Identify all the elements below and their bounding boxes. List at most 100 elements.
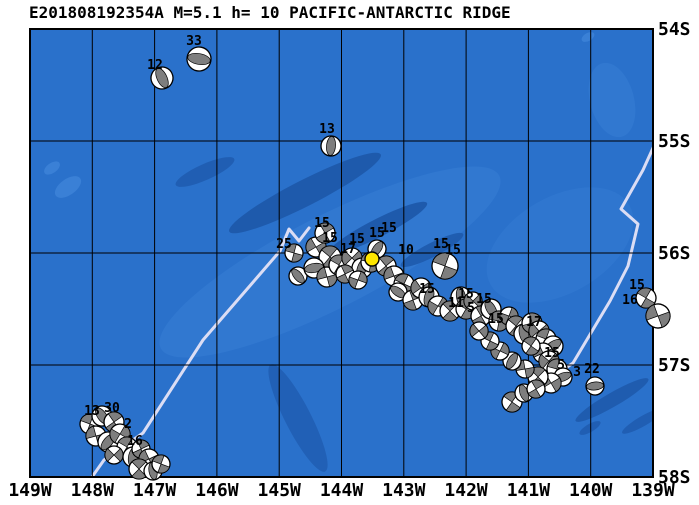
beachball-quadrant <box>463 294 474 308</box>
depth-label: 22 <box>584 362 600 377</box>
beachball-quadrant <box>645 304 659 321</box>
figure-title: E201808192354A M=5.1 h= 10 PACIFIC-ANTAR… <box>29 3 511 22</box>
beachball-quadrant <box>478 324 489 339</box>
graticule <box>30 29 653 477</box>
lon-tick-label: 142W <box>444 480 488 501</box>
depth-label: 15 <box>433 237 449 252</box>
depth-label: 11 <box>448 296 464 311</box>
beachball-quadrant <box>410 279 422 295</box>
lon-tick-label: 147W <box>133 480 177 501</box>
map-border <box>29 28 654 478</box>
lat-tick-label: 55S <box>658 131 691 152</box>
depth-label: 17 <box>526 315 542 330</box>
depth-label: 33 <box>186 34 202 49</box>
depth-label: 13 <box>84 404 100 419</box>
beachball-quadrant <box>152 454 165 465</box>
focal-mechanism-beachball <box>284 243 304 263</box>
beachball-quadrant <box>485 340 499 351</box>
beachball-band <box>326 136 336 156</box>
beachball-quadrant <box>427 300 439 316</box>
focal-mechanism-beachball <box>104 445 124 465</box>
beachball-quadrant <box>546 358 561 370</box>
beachball-quadrant <box>319 222 335 234</box>
beachball-quadrant <box>305 237 317 253</box>
bathymetry-high-patch <box>44 161 60 175</box>
focal-mechanism-beachball <box>348 270 368 290</box>
lon-tick-label: 139W <box>631 480 675 501</box>
depth-label: 15 <box>322 231 338 246</box>
bathymetry-high-patch <box>54 176 82 198</box>
lon-tick-label: 141W <box>507 480 551 501</box>
depth-label: 15 <box>314 216 330 231</box>
beachball-quadrant <box>131 458 147 470</box>
beachball-quadrant <box>403 299 417 311</box>
depth-label: 5 <box>557 358 565 373</box>
bathymetry-trough-streak <box>229 152 381 234</box>
plate-boundary-line <box>558 144 653 374</box>
lon-tick-label: 146W <box>195 480 239 501</box>
depth-label: 15 <box>369 226 385 241</box>
focal-mechanism-beachball <box>335 264 355 284</box>
focal-mechanism-beachball <box>501 391 523 413</box>
beachball-layer <box>79 46 671 481</box>
depth-label: 10 <box>398 243 414 258</box>
lat-tick-label: 54S <box>658 19 691 40</box>
focal-mechanism-beachball <box>150 66 174 90</box>
beachball-quadrant <box>383 266 395 280</box>
depth-label: 15 <box>445 243 461 258</box>
lon-tick-label: 143W <box>382 480 426 501</box>
bathymetry-trough-streak <box>579 421 601 435</box>
depth-label: 15 <box>419 282 435 297</box>
beachball-quadrant <box>507 315 523 327</box>
beachball-quadrant <box>469 323 480 338</box>
beachball-band <box>291 268 305 284</box>
depth-label: 15 <box>629 278 645 293</box>
lon-tick-label: 145W <box>258 480 302 501</box>
lat-tick-label: 56S <box>658 243 691 264</box>
beachball-quadrant <box>348 276 359 289</box>
beachball-quadrant <box>315 232 331 244</box>
beachball-quadrant <box>136 439 150 450</box>
depth-label: 25 <box>276 237 292 252</box>
beachball-quadrant <box>657 311 671 328</box>
beachball-quadrant <box>536 328 550 340</box>
depth-label: 5 <box>467 301 475 316</box>
bathymetry-high-patch <box>588 62 636 138</box>
focal-mechanism-beachball <box>320 135 342 157</box>
beachball-quadrant <box>104 448 115 462</box>
beachball-quadrant <box>321 245 338 258</box>
bathymetry-trough-streak <box>268 364 328 472</box>
beachball-band <box>155 67 169 89</box>
depth-label: 15 <box>488 312 504 327</box>
lon-tick-label: 144W <box>320 480 364 501</box>
beachball-quadrant <box>117 436 133 448</box>
beachball-quadrant <box>440 265 458 280</box>
beachball-quadrant <box>394 273 409 285</box>
beachball-quadrant <box>550 377 562 393</box>
focal-mechanism-beachball <box>151 454 171 474</box>
lon-tick-label: 148W <box>71 480 115 501</box>
beachball-quadrant <box>505 401 521 413</box>
beachball-quadrant <box>316 266 328 281</box>
beachball-quadrant <box>525 345 539 356</box>
beachball-band <box>187 52 211 66</box>
depth-label: 15 <box>544 346 560 361</box>
beachball-quadrant <box>291 252 304 263</box>
beachball-band <box>506 352 518 370</box>
depth-label: 3 <box>573 365 581 380</box>
bathymetry-trough-streak <box>575 378 649 422</box>
bathymetry-trough-streak <box>328 201 428 255</box>
depth-label: 15 <box>458 287 474 302</box>
beachball-band <box>586 381 604 391</box>
depth-label: 12 <box>147 58 163 73</box>
event-marker <box>364 251 380 267</box>
beachball-quadrant <box>636 287 652 299</box>
lon-tick-label: 149W <box>8 480 52 501</box>
bathymetry-trough-streak <box>400 232 464 268</box>
depth-label: 17 <box>340 242 356 257</box>
depth-label: 16 <box>127 434 143 449</box>
beachball-quadrant <box>523 336 537 347</box>
beachball-quadrant <box>109 428 121 444</box>
